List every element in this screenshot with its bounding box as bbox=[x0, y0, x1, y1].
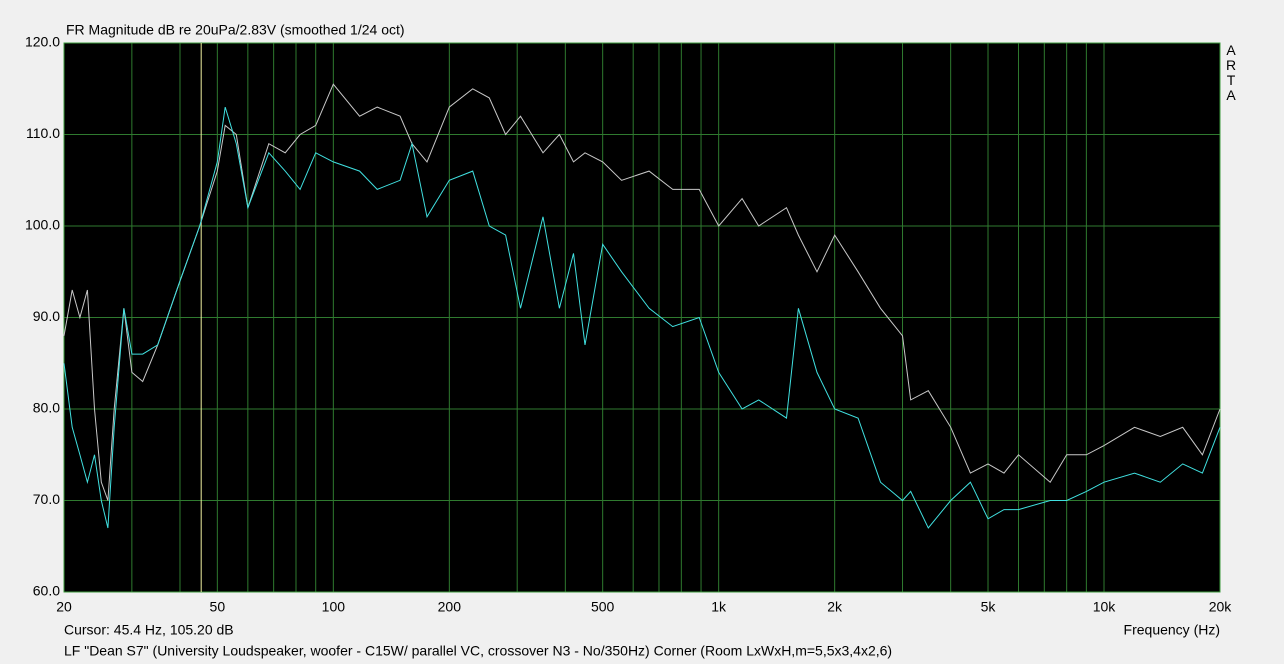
x-tick-label: 2k bbox=[827, 599, 843, 615]
x-tick-label: 20 bbox=[56, 599, 72, 615]
footer: LF "Dean S7" (University Loudspeaker, wo… bbox=[64, 643, 892, 659]
x-tick-label: 500 bbox=[591, 599, 615, 615]
series-line bbox=[63, 106, 1221, 529]
y-tick-label: 70.0 bbox=[33, 491, 60, 507]
y-tick-label: 90.0 bbox=[33, 308, 60, 324]
brand: ARTA bbox=[1223, 42, 1239, 102]
chart-title: FR Magnitude dB re 20uPa/2.83V (smoothed… bbox=[66, 22, 405, 38]
x-axis-label: Frequency (Hz) bbox=[1124, 622, 1220, 638]
y-tick-label: 80.0 bbox=[33, 400, 60, 416]
y-tick-label: 110.0 bbox=[26, 125, 60, 141]
plot-border bbox=[63, 42, 1221, 593]
x-tick-label: 100 bbox=[322, 599, 346, 615]
y-tick-label: 100.0 bbox=[25, 217, 60, 233]
x-tick-label: 5k bbox=[981, 599, 997, 615]
x-tick-label: 20k bbox=[1209, 599, 1233, 615]
x-tick-label: 10k bbox=[1093, 599, 1117, 615]
x-tick-label: 50 bbox=[210, 599, 226, 615]
x-tick-label: 1k bbox=[711, 599, 727, 615]
x-tick-label: 200 bbox=[438, 599, 462, 615]
y-tick-label: 120.0 bbox=[25, 34, 60, 50]
y-tick-label: 60.0 bbox=[33, 583, 60, 599]
cursor-readout: Cursor: 45.4 Hz, 105.20 dB bbox=[64, 622, 234, 638]
